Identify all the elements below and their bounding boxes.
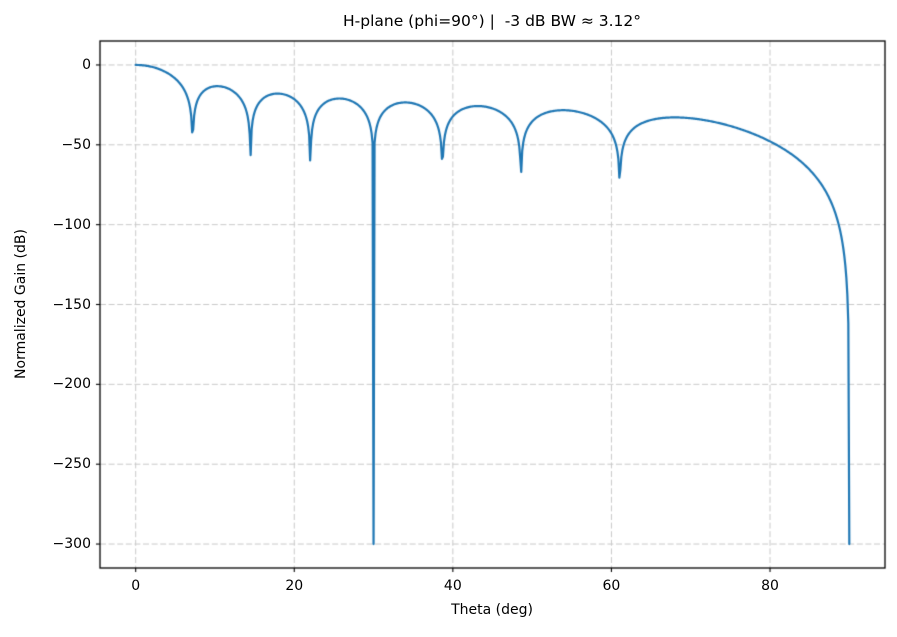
x-tick-label: 0 (131, 578, 141, 594)
x-tick-label: 20 (285, 578, 304, 594)
chart-title: H-plane (phi=90°) | -3 dB BW ≈ 3.12° (343, 12, 641, 30)
y-tick-label: −100 (52, 216, 91, 233)
y-tick-label: −150 (52, 296, 91, 313)
y-axis-label: Normalized Gain (dB) (13, 229, 29, 379)
x-tick-label: 60 (602, 578, 621, 594)
x-axis-label: Theta (deg) (451, 602, 533, 618)
x-tick-label: 40 (443, 578, 462, 594)
y-tick-label: −50 (61, 136, 91, 153)
y-tick-label: −300 (52, 536, 91, 553)
y-tick-label: −200 (52, 376, 91, 393)
y-tick-label: 0 (82, 56, 91, 73)
x-tick-label: 80 (761, 578, 779, 594)
y-tick-label: −250 (52, 456, 91, 473)
